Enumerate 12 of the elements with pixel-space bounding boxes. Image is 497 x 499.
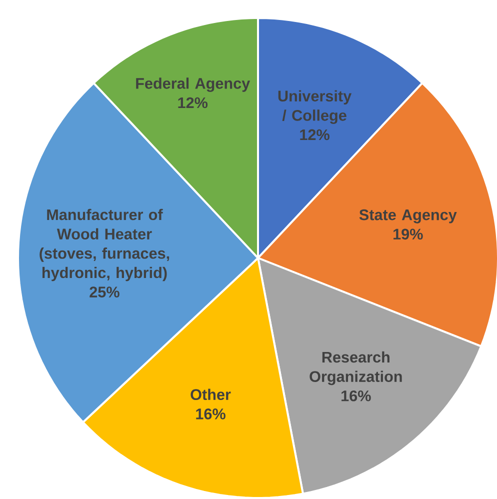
slice-label: Federal Agency: [136, 78, 250, 92]
slice-label: University / College: [278, 90, 352, 124]
slice-label: State Agency: [359, 209, 457, 224]
data-label: 16%: [342, 390, 371, 402]
data-label: 12%: [178, 97, 208, 108]
data-label: 25%: [90, 286, 120, 298]
slice-label: Manufacturer of Wood Heater (stoves, furnaces, hydronic, hybrid): [40, 208, 170, 282]
slice-label: Other: [190, 388, 231, 400]
data-label: 19%: [394, 228, 423, 240]
data-label: 12%: [300, 129, 330, 140]
data-label: 16%: [196, 408, 226, 420]
slice-label: Research Organization: [310, 351, 402, 386]
